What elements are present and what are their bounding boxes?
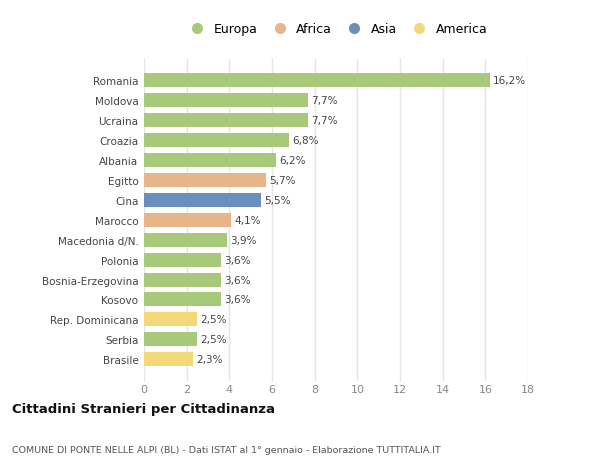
Bar	[144, 333, 197, 347]
Text: 3,9%: 3,9%	[230, 235, 257, 245]
Text: 6,2%: 6,2%	[280, 156, 306, 166]
Bar	[144, 293, 221, 307]
Bar	[144, 114, 308, 128]
Text: 16,2%: 16,2%	[493, 76, 526, 86]
Bar	[144, 74, 490, 88]
Bar	[144, 154, 276, 168]
Text: 7,7%: 7,7%	[311, 116, 338, 126]
Bar	[144, 194, 262, 207]
Text: 3,6%: 3,6%	[224, 295, 251, 305]
Bar	[144, 174, 266, 188]
Legend: Europa, Africa, Asia, America: Europa, Africa, Asia, America	[182, 21, 490, 39]
Text: 2,5%: 2,5%	[200, 315, 227, 325]
Text: 6,8%: 6,8%	[292, 136, 319, 146]
Bar	[144, 134, 289, 148]
Text: 2,3%: 2,3%	[196, 354, 223, 364]
Bar	[144, 313, 197, 327]
Bar	[144, 233, 227, 247]
Bar	[144, 273, 221, 287]
Text: 5,7%: 5,7%	[269, 176, 295, 185]
Text: 3,6%: 3,6%	[224, 255, 251, 265]
Bar	[144, 94, 308, 108]
Text: COMUNE DI PONTE NELLE ALPI (BL) - Dati ISTAT al 1° gennaio - Elaborazione TUTTIT: COMUNE DI PONTE NELLE ALPI (BL) - Dati I…	[12, 445, 441, 454]
Text: 4,1%: 4,1%	[235, 215, 261, 225]
Text: Cittadini Stranieri per Cittadinanza: Cittadini Stranieri per Cittadinanza	[12, 403, 275, 415]
Bar	[144, 213, 232, 227]
Text: 5,5%: 5,5%	[265, 196, 291, 206]
Bar	[144, 353, 193, 366]
Text: 3,6%: 3,6%	[224, 275, 251, 285]
Text: 2,5%: 2,5%	[200, 335, 227, 345]
Bar	[144, 253, 221, 267]
Text: 7,7%: 7,7%	[311, 96, 338, 106]
